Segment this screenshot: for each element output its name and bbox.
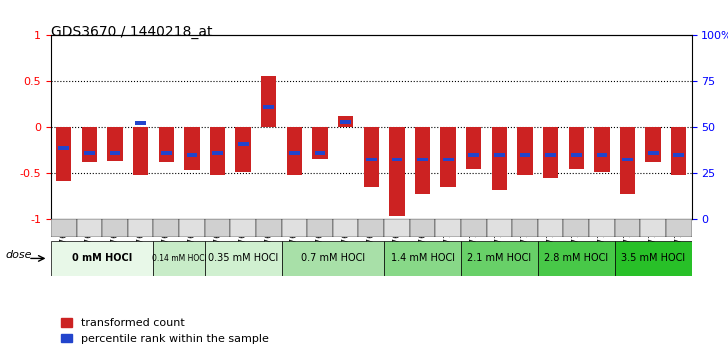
Bar — [646, 127, 661, 162]
FancyBboxPatch shape — [205, 241, 282, 276]
Text: GDS3670 / 1440218_at: GDS3670 / 1440218_at — [51, 25, 213, 39]
FancyBboxPatch shape — [358, 219, 384, 237]
FancyBboxPatch shape — [614, 241, 692, 276]
Bar — [366, 158, 376, 161]
Bar — [417, 158, 428, 161]
Bar — [571, 153, 582, 157]
Bar — [392, 158, 403, 161]
Bar — [648, 152, 659, 155]
Bar — [494, 153, 505, 157]
Bar — [261, 76, 277, 127]
FancyBboxPatch shape — [486, 219, 513, 237]
Bar — [518, 127, 533, 175]
FancyBboxPatch shape — [461, 241, 538, 276]
Bar — [84, 152, 95, 155]
Bar — [135, 121, 146, 125]
FancyBboxPatch shape — [563, 219, 589, 237]
Bar — [594, 127, 609, 172]
Bar — [264, 105, 274, 109]
FancyBboxPatch shape — [538, 219, 563, 237]
Bar — [312, 127, 328, 159]
Bar — [622, 158, 633, 161]
Bar — [338, 116, 353, 127]
Bar — [184, 127, 199, 170]
Bar — [415, 127, 430, 194]
FancyBboxPatch shape — [513, 219, 538, 237]
FancyBboxPatch shape — [256, 219, 282, 237]
Bar — [620, 127, 636, 194]
Bar — [82, 127, 97, 162]
FancyBboxPatch shape — [51, 241, 154, 276]
FancyBboxPatch shape — [589, 219, 614, 237]
Bar — [468, 153, 479, 157]
Text: 2.1 mM HOCl: 2.1 mM HOCl — [467, 253, 531, 263]
Text: 0 mM HOCl: 0 mM HOCl — [72, 253, 132, 263]
Bar — [440, 127, 456, 187]
Bar — [186, 153, 197, 157]
Bar — [235, 127, 251, 172]
Text: dose: dose — [5, 250, 31, 260]
FancyBboxPatch shape — [384, 219, 410, 237]
FancyBboxPatch shape — [51, 219, 76, 237]
Bar — [491, 127, 507, 190]
Bar — [543, 127, 558, 178]
Text: 0.35 mM HOCl: 0.35 mM HOCl — [208, 253, 278, 263]
FancyBboxPatch shape — [307, 219, 333, 237]
FancyBboxPatch shape — [461, 219, 486, 237]
Bar — [161, 152, 172, 155]
Bar — [58, 146, 69, 149]
Bar — [210, 127, 225, 175]
FancyBboxPatch shape — [154, 241, 205, 276]
FancyBboxPatch shape — [282, 241, 384, 276]
Bar — [545, 153, 556, 157]
FancyBboxPatch shape — [333, 219, 358, 237]
Text: 2.8 mM HOCl: 2.8 mM HOCl — [545, 253, 609, 263]
Text: 1.4 mM HOCl: 1.4 mM HOCl — [390, 253, 454, 263]
Legend: transformed count, percentile rank within the sample: transformed count, percentile rank withi… — [57, 314, 273, 348]
FancyBboxPatch shape — [666, 219, 692, 237]
FancyBboxPatch shape — [76, 219, 102, 237]
FancyBboxPatch shape — [384, 241, 461, 276]
Bar — [443, 158, 454, 161]
FancyBboxPatch shape — [282, 219, 307, 237]
Bar — [466, 127, 481, 169]
FancyBboxPatch shape — [538, 241, 614, 276]
Bar — [212, 152, 223, 155]
Bar — [520, 153, 531, 157]
Text: 0.7 mM HOCl: 0.7 mM HOCl — [301, 253, 365, 263]
Bar — [671, 127, 687, 175]
Bar — [56, 127, 71, 181]
Bar — [110, 152, 120, 155]
Bar — [238, 142, 248, 146]
Bar — [314, 152, 325, 155]
FancyBboxPatch shape — [641, 219, 666, 237]
FancyBboxPatch shape — [128, 219, 154, 237]
Bar — [569, 127, 584, 169]
Text: 0.14 mM HOCl: 0.14 mM HOCl — [151, 254, 207, 263]
Bar — [287, 127, 302, 175]
Bar — [673, 153, 684, 157]
Bar — [363, 127, 379, 187]
Bar — [107, 127, 123, 161]
Bar — [389, 127, 405, 216]
Bar — [133, 127, 149, 175]
FancyBboxPatch shape — [614, 219, 641, 237]
FancyBboxPatch shape — [410, 219, 435, 237]
Bar — [159, 127, 174, 162]
Bar — [340, 120, 351, 124]
FancyBboxPatch shape — [179, 219, 205, 237]
FancyBboxPatch shape — [435, 219, 461, 237]
Text: 3.5 mM HOCl: 3.5 mM HOCl — [621, 253, 685, 263]
Bar — [289, 152, 300, 155]
FancyBboxPatch shape — [205, 219, 230, 237]
FancyBboxPatch shape — [154, 219, 179, 237]
FancyBboxPatch shape — [230, 219, 256, 237]
Bar — [596, 153, 607, 157]
FancyBboxPatch shape — [102, 219, 128, 237]
